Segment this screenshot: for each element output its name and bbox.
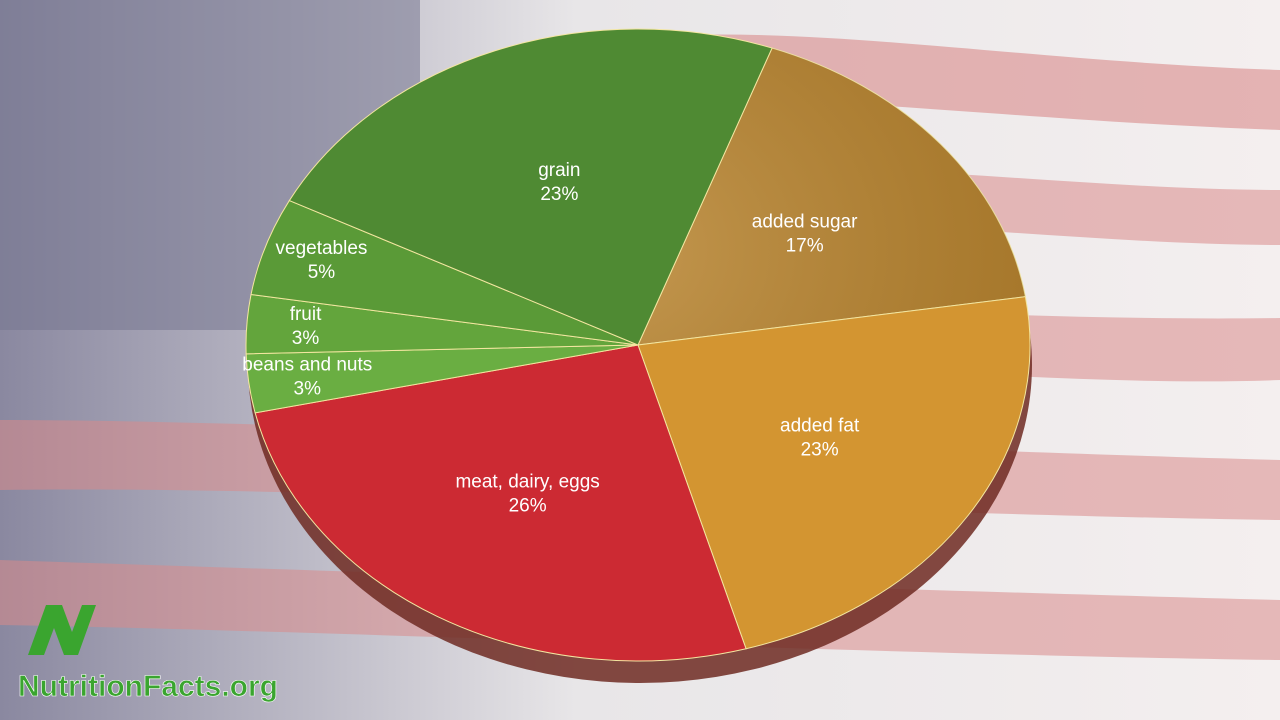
pie-slice bbox=[288, 28, 773, 346]
slice-value-label: 5% bbox=[308, 262, 336, 283]
slice-label: grain bbox=[538, 160, 580, 181]
logo-text: NutritionFacts.org bbox=[18, 670, 278, 703]
slice-value-label: 23% bbox=[801, 440, 839, 461]
slice-label: beans and nuts bbox=[242, 355, 372, 376]
logo-icon bbox=[28, 605, 96, 655]
slice-label: added sugar bbox=[752, 212, 858, 233]
slice-label: meat, dairy, eggs bbox=[455, 471, 599, 492]
pie: added sugar 17% added fat 23% meat, dairy, e… bbox=[242, 28, 1031, 662]
slice-value-label: 23% bbox=[540, 184, 578, 205]
slice-label: vegetables bbox=[276, 238, 368, 259]
slice-value-label: 3% bbox=[294, 379, 322, 400]
slice-label: fruit bbox=[290, 304, 322, 325]
slice-label: added fat bbox=[780, 416, 860, 437]
slice-value-label: 26% bbox=[509, 495, 547, 516]
pie-slice bbox=[254, 344, 747, 662]
logo: NutritionFacts.org bbox=[18, 605, 278, 703]
pie-slice bbox=[637, 296, 1031, 650]
slice-value-label: 17% bbox=[786, 236, 824, 257]
slice-value-label: 3% bbox=[292, 328, 320, 349]
